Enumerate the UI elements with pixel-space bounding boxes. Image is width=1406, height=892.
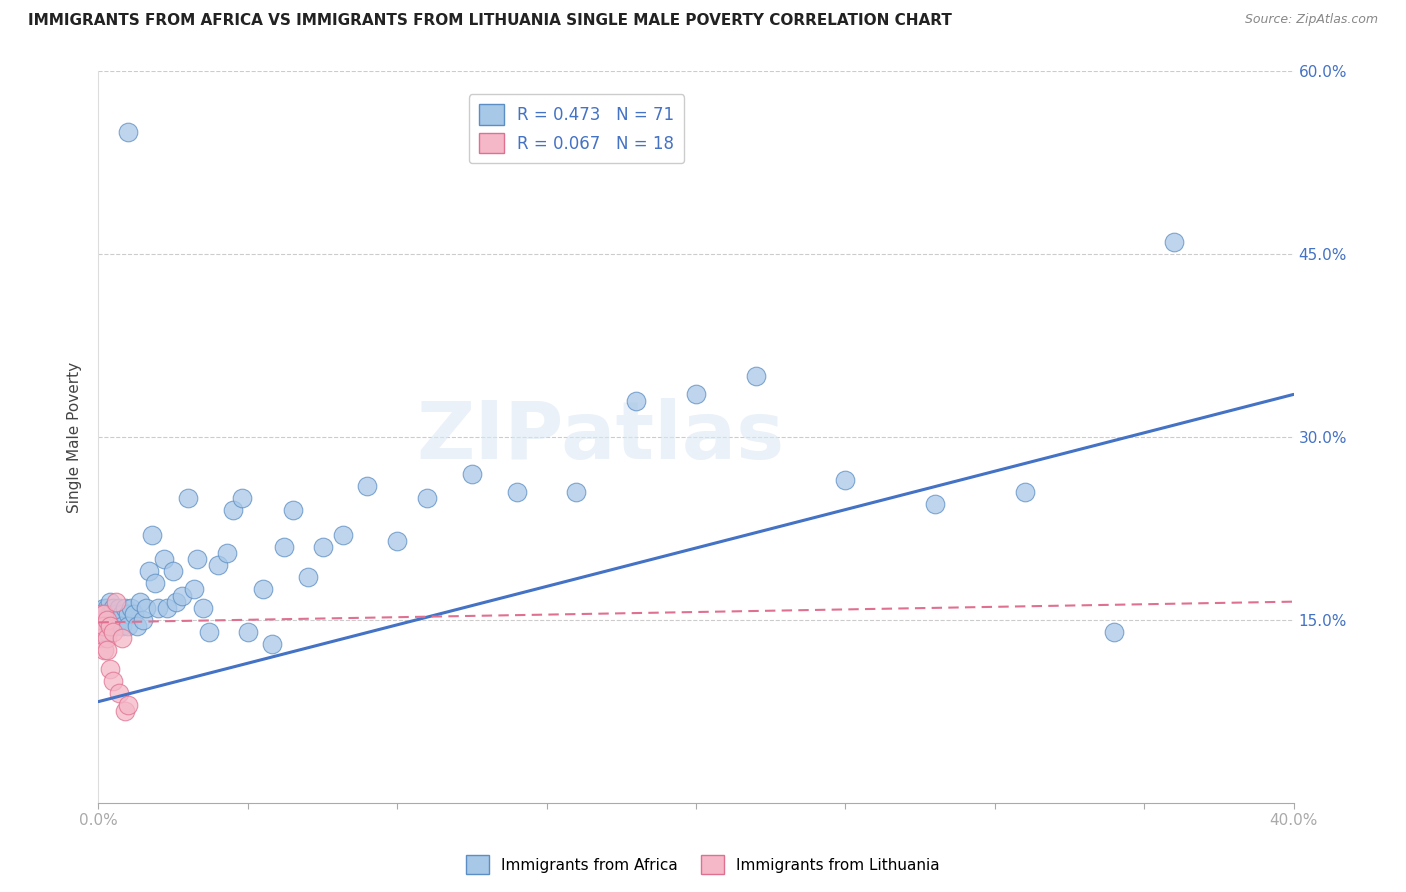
Point bbox=[108, 600, 131, 615]
Point bbox=[117, 698, 139, 713]
Point bbox=[1163, 235, 1185, 249]
Point bbox=[231, 491, 253, 505]
Point bbox=[385, 533, 409, 548]
Point bbox=[105, 594, 128, 608]
Point bbox=[90, 632, 112, 646]
Point bbox=[148, 600, 170, 615]
Point bbox=[108, 686, 131, 700]
Point bbox=[111, 619, 134, 633]
Text: Source: ZipAtlas.com: Source: ZipAtlas.com bbox=[1244, 13, 1378, 27]
Point bbox=[222, 503, 245, 517]
Point bbox=[416, 491, 439, 505]
Point bbox=[100, 594, 122, 608]
Point bbox=[96, 643, 118, 657]
Point bbox=[297, 570, 319, 584]
Point bbox=[120, 600, 142, 615]
Point bbox=[103, 600, 125, 615]
Point bbox=[172, 589, 194, 603]
Legend: R = 0.473   N = 71, R = 0.067   N = 18: R = 0.473 N = 71, R = 0.067 N = 18 bbox=[468, 95, 685, 163]
Point bbox=[93, 619, 115, 633]
Point bbox=[186, 552, 208, 566]
Point bbox=[114, 600, 136, 615]
Point bbox=[100, 619, 122, 633]
Point bbox=[207, 558, 229, 573]
Point bbox=[141, 527, 163, 541]
Point bbox=[311, 540, 333, 554]
Point bbox=[100, 662, 122, 676]
Point bbox=[156, 600, 179, 615]
Point bbox=[96, 632, 118, 646]
Point bbox=[103, 607, 125, 621]
Point bbox=[138, 564, 160, 578]
Point bbox=[90, 607, 112, 621]
Point bbox=[93, 600, 115, 615]
Point bbox=[93, 625, 115, 640]
Point bbox=[117, 125, 139, 139]
Point bbox=[143, 576, 166, 591]
Point bbox=[165, 594, 187, 608]
Point bbox=[96, 613, 118, 627]
Point bbox=[127, 619, 149, 633]
Point bbox=[252, 582, 274, 597]
Point bbox=[177, 491, 200, 505]
Point bbox=[332, 527, 354, 541]
Legend: Immigrants from Africa, Immigrants from Lithuania: Immigrants from Africa, Immigrants from … bbox=[460, 849, 946, 880]
Point bbox=[191, 600, 214, 615]
Point bbox=[96, 600, 118, 615]
Point bbox=[924, 497, 946, 511]
Point bbox=[93, 607, 115, 621]
Point bbox=[108, 613, 131, 627]
Point bbox=[1014, 485, 1036, 500]
Y-axis label: Single Male Poverty: Single Male Poverty bbox=[67, 361, 83, 513]
Point bbox=[236, 625, 259, 640]
Point bbox=[215, 546, 238, 560]
Point bbox=[114, 705, 136, 719]
Point bbox=[93, 613, 115, 627]
Point bbox=[260, 637, 283, 651]
Point bbox=[273, 540, 295, 554]
Point bbox=[132, 613, 155, 627]
Point bbox=[103, 673, 125, 688]
Point bbox=[834, 473, 856, 487]
Point bbox=[281, 503, 304, 517]
Point bbox=[129, 594, 152, 608]
Point bbox=[111, 607, 134, 621]
Point bbox=[565, 485, 588, 500]
Point bbox=[96, 613, 118, 627]
Point bbox=[506, 485, 529, 500]
Text: IMMIGRANTS FROM AFRICA VS IMMIGRANTS FROM LITHUANIA SINGLE MALE POVERTY CORRELAT: IMMIGRANTS FROM AFRICA VS IMMIGRANTS FRO… bbox=[28, 13, 952, 29]
Point bbox=[105, 607, 128, 621]
Point bbox=[103, 625, 125, 640]
Point bbox=[93, 643, 115, 657]
Point bbox=[626, 393, 648, 408]
Point bbox=[100, 607, 122, 621]
Point bbox=[198, 625, 221, 640]
Point bbox=[1104, 625, 1126, 640]
Point bbox=[745, 369, 768, 384]
Point bbox=[461, 467, 484, 481]
Point bbox=[685, 387, 707, 401]
Point bbox=[153, 552, 176, 566]
Point bbox=[100, 619, 122, 633]
Point bbox=[90, 619, 112, 633]
Point bbox=[117, 607, 139, 621]
Point bbox=[105, 613, 128, 627]
Point bbox=[162, 564, 184, 578]
Point bbox=[135, 600, 157, 615]
Point bbox=[183, 582, 205, 597]
Point bbox=[356, 479, 378, 493]
Point bbox=[90, 619, 112, 633]
Point bbox=[96, 625, 118, 640]
Text: ZIPatlas: ZIPatlas bbox=[416, 398, 785, 476]
Point bbox=[117, 619, 139, 633]
Point bbox=[124, 607, 146, 621]
Point bbox=[105, 619, 128, 633]
Point bbox=[90, 607, 112, 621]
Point bbox=[111, 632, 134, 646]
Point bbox=[103, 619, 125, 633]
